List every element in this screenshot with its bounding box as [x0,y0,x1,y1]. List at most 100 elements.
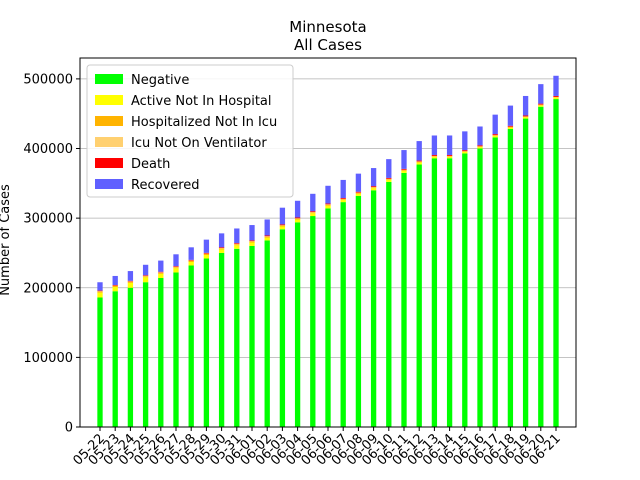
bar-stack-06-17 [492,114,498,427]
legend-item: Active Not In Hospital [95,94,272,109]
bar-segment [310,213,316,217]
legend-swatch [95,116,123,126]
bar-segment [522,117,529,119]
bar-segment [477,147,483,149]
bar-stack-06-04 [294,200,301,427]
bar-segment [431,135,438,155]
bar-segment [325,185,331,204]
bar-segment [173,254,179,267]
bar-segment [97,282,103,291]
bar-segment [355,173,362,192]
legend-swatch [95,179,123,189]
bar-stack-06-01 [249,225,255,427]
bar-segment [462,153,468,427]
bar-segment [431,158,438,428]
bar-segment [462,151,468,152]
bar-segment [294,222,301,427]
bar-segment [294,219,301,223]
bar-stack-05-26 [158,260,164,427]
bar-segment [492,135,498,138]
bar-segment [477,145,483,147]
bar-segment [325,204,331,206]
bar-segment [142,264,149,276]
bar-segment [507,105,514,126]
bar-segment [416,162,422,165]
bar-segment [203,239,210,253]
bar-segment [310,211,316,213]
bar-segment [446,135,453,155]
bar-segment [507,127,514,130]
legend-item: Hospitalized Not In Icu [95,115,277,130]
bar-segment [416,161,422,163]
bar-segment [386,179,392,180]
bar-stack-05-28 [188,247,194,427]
legend-swatch [95,95,123,105]
bar-segment [112,275,118,286]
bar-stack-05-25 [142,264,149,427]
bar-segment [401,170,407,171]
legend-swatch [95,158,123,168]
y-tick-label: 200000 [23,281,73,296]
bar-segment [522,115,529,117]
bar-segment [203,255,210,259]
bar-segment [477,148,483,427]
legend: Negative Active Not In Hospital Hospitaliz… [86,64,294,198]
legend-label: Recovered [131,178,200,193]
bar-segment [310,216,316,427]
bar-segment [416,141,422,161]
bar-stack-06-15 [462,131,468,427]
bar-segment [386,179,392,182]
bar-stack-06-14 [446,135,453,428]
legend-item: Recovered [95,178,200,193]
bar-segment [462,150,468,152]
bar-segment [264,237,270,241]
bar-segment [279,225,286,227]
bar-segment [477,146,483,148]
bar-segment [127,281,134,283]
bar-segment [188,260,194,262]
bar-stack-05-30 [218,233,225,427]
bar-segment [188,265,194,427]
bar-stack-06-12 [416,141,422,427]
bar-segment [340,179,346,199]
bar-segment [325,208,331,427]
bar-segment [431,156,438,157]
bar-segment [218,252,225,427]
bar-segment [249,225,255,241]
bar-segment [310,193,316,212]
y-tick-label: 500000 [23,72,73,87]
y-tick-label: 300000 [23,212,73,227]
bar-segment [416,160,422,162]
bar-segment [142,282,149,427]
legend-swatch [95,137,123,147]
bar-segment [218,249,225,253]
bar-segment [158,260,164,272]
bar-stack-06-07 [340,179,346,427]
bar-segment [188,261,194,266]
bar-segment [446,154,453,156]
bar-segment [203,253,210,256]
bar-segment [279,224,286,226]
y-tick-label: 100000 [23,351,73,366]
bar-stack-05-22 [97,282,103,427]
bar-segment [340,200,346,203]
bar-segment [325,203,331,205]
bar-stack-05-24 [127,271,134,427]
bar-stacks [97,75,559,428]
y-axis-label: Number of Cases [0,184,13,296]
y-axis: 0 100000 200000 300000 400000 500000 [23,72,80,436]
bar-segment [386,159,392,178]
y-tick-label: 0 [65,421,73,436]
bar-segment [294,218,301,220]
bar-segment [249,242,255,246]
bar-segment [158,271,164,273]
bar-segment [127,280,134,282]
bar-segment [173,266,179,267]
bar-stack-06-11 [401,150,407,427]
chart-subtitle: All Cases [294,36,362,54]
bar-segment [127,287,134,427]
bar-segment [370,188,377,191]
bar-segment [431,156,438,159]
bar-segment [112,285,118,286]
